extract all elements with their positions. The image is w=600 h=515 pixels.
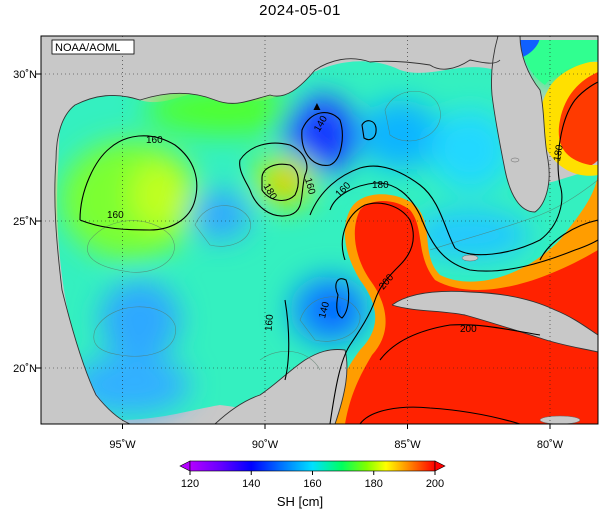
longitude-ticks: 95˚W 90˚W 85˚W 80˚W <box>109 424 564 451</box>
lon-tick-label: 80˚W <box>537 439 564 451</box>
colorbar-low-arrow <box>179 460 191 472</box>
coastlines <box>54 36 598 424</box>
colorbar-scale <box>189 460 436 472</box>
page-title: 2024-05-01 <box>259 2 341 19</box>
colorbar-tick-label: 180 <box>365 478 383 490</box>
credit-label: NOAA/AOML <box>55 42 120 54</box>
colorbar-tick-label: 200 <box>426 478 444 490</box>
lat-tick-label: 25˚N <box>13 216 37 228</box>
lat-tick-label: 30˚N <box>13 69 37 81</box>
colorbar-label: SH [cm] <box>276 494 324 509</box>
colorbar-high-arrow <box>434 460 446 472</box>
contour-label: 160 <box>146 135 163 146</box>
major-contours <box>79 81 598 424</box>
contour-label: 200 <box>460 324 477 335</box>
lon-tick-label: 85˚W <box>394 439 421 451</box>
islands <box>461 157 581 424</box>
contour-label: 180 <box>372 180 389 191</box>
contour-label: 160 <box>107 210 124 221</box>
colorbar-ticks: 120 140 160 180 200 <box>181 471 444 490</box>
contour-label: 160 <box>264 314 276 332</box>
credit-box: NOAA/AOML <box>51 39 135 55</box>
colorbar-tick-label: 160 <box>303 478 321 490</box>
map-frame <box>40 35 599 425</box>
ssh-field <box>57 36 598 424</box>
colorbar: 120 140 160 180 200 <box>179 460 446 490</box>
graticule <box>41 36 598 424</box>
buoy-marker: ▲ <box>311 99 323 113</box>
colorbar-tick-label: 140 <box>242 478 260 490</box>
contour-label: 160 <box>302 177 317 196</box>
lat-tick-label: 20˚N <box>13 363 37 375</box>
lon-tick-label: 90˚W <box>252 439 279 451</box>
map-area: 160 160 140 160 180 160 180 180 200 140 … <box>41 36 598 424</box>
colorbar-tick-label: 120 <box>181 478 199 490</box>
latitude-ticks: 30˚N 25˚N 20˚N <box>13 69 41 375</box>
lon-tick-label: 95˚W <box>109 439 136 451</box>
contour-label: 140 <box>317 300 332 319</box>
contour-label: 180 <box>552 144 566 163</box>
